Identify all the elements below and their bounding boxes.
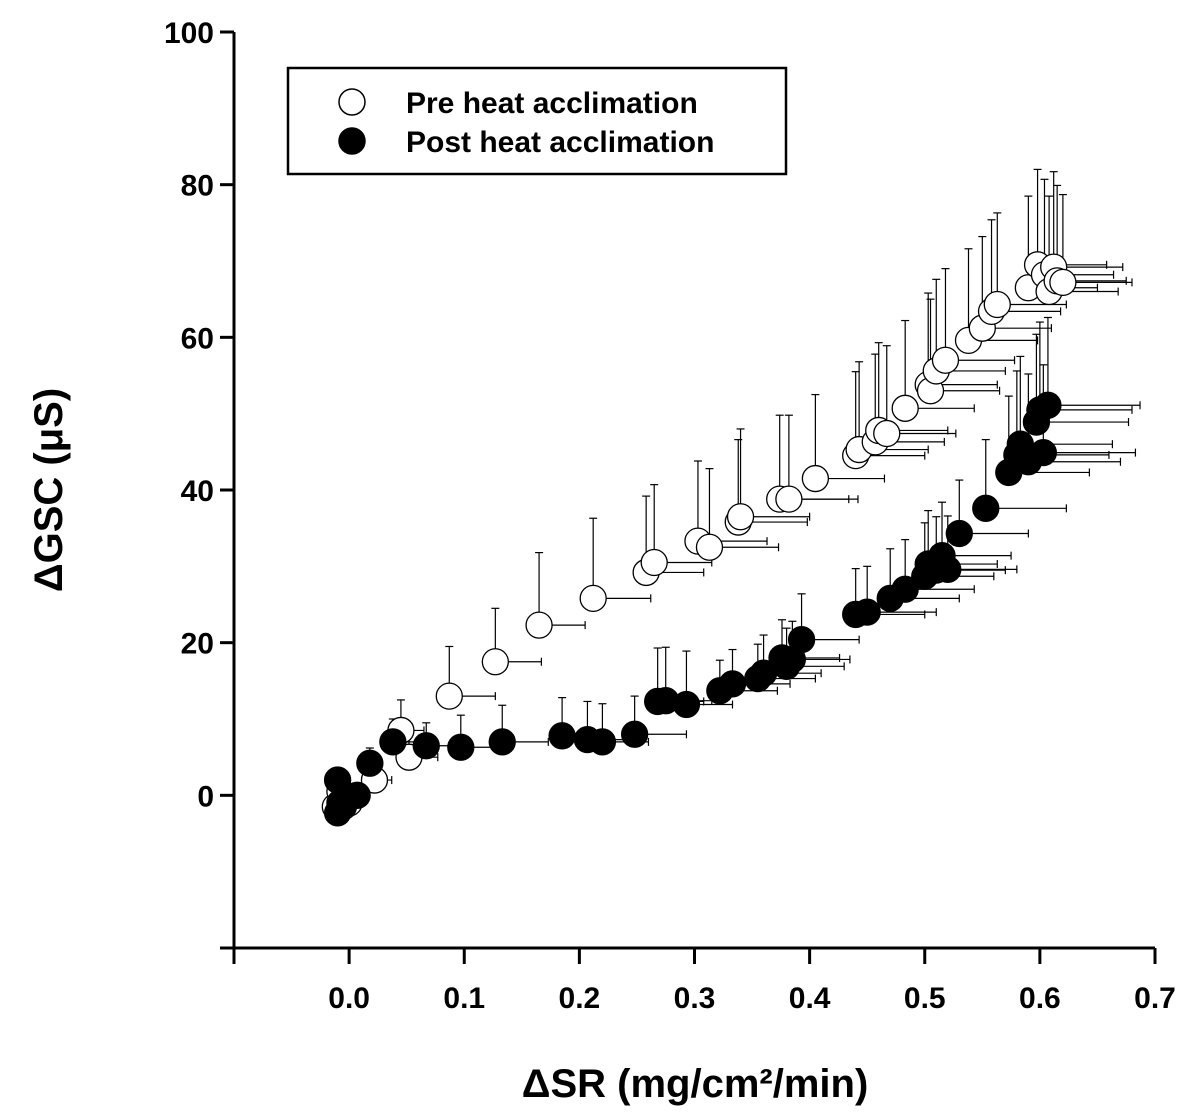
data-point-post [447,733,475,761]
data-point-post [672,690,701,719]
y-axis-title: ΔGSC (μS) [27,388,71,592]
data-point-post [488,728,516,756]
data-point-post [787,625,816,654]
data-point-pre [695,533,724,561]
data-point-pre [481,648,509,676]
x-tick-label: 0.2 [559,982,601,1015]
data-point-pre [579,584,607,613]
data-point-pre [873,419,901,448]
x-tick-label: 0.6 [1019,982,1061,1015]
data-point-post [323,766,352,794]
data-point-post [343,781,371,809]
data-point-post [718,670,747,698]
data-point-post [412,732,440,760]
data-point-post [934,555,962,584]
legend-marker-post [338,127,366,155]
data-point-pre [775,485,803,513]
data-point-pre [801,464,830,493]
x-axis-title: ΔSR (mg/cm²/min) [522,1062,869,1106]
x-tick-label: 0.3 [674,982,716,1015]
y-tick-label: 100 [164,17,214,50]
data-point-pre [525,611,553,639]
data-point-pre [1049,268,1077,297]
data-point-post [853,598,881,626]
legend-marker-pre [338,88,366,116]
points-layer [321,251,1077,827]
y-tick-label: 60 [181,322,214,355]
data-point-pre [640,548,668,577]
error-bar [1043,316,1141,410]
data-point-post [945,519,973,548]
data-point-post [1029,438,1057,467]
x-tick-label: 0.7 [1134,982,1176,1015]
y-tick-label: 0 [197,780,214,813]
data-point-pre [891,394,919,422]
y-tick-label: 20 [181,628,214,661]
x-tick-label: 0.0 [328,982,370,1015]
x-tick-label: 0.5 [904,982,946,1015]
data-point-post [588,728,617,756]
errorbars-layer [331,168,1141,817]
data-point-pre [931,346,960,374]
data-point-post [972,494,1000,522]
legend: Pre heat acclimation Post heat acclimati… [286,66,788,176]
legend-box [286,66,788,176]
data-point-pre [983,290,1011,319]
y-tick-label: 40 [181,475,214,508]
legend-label-pre: Pre heat acclimation [406,87,698,120]
data-point-post [891,575,919,603]
data-point-pre [435,682,463,710]
data-point-post [548,722,576,750]
x-tick-label: 0.4 [789,982,831,1015]
legend-label-post: Post heat acclimation [406,126,714,159]
y-tick-label: 80 [181,170,214,203]
data-point-post [356,749,384,777]
ticks-layer: 0 20 40 60 80 100 0.0 0.1 0.2 0.3 0.4 0.5 0.6 0.7 [164,17,1176,1015]
data-point-post [1034,391,1062,419]
data-point-post [620,720,649,748]
data-point-pre [726,503,755,531]
data-point-post [379,728,407,756]
x-tick-label: 0.1 [443,982,485,1015]
